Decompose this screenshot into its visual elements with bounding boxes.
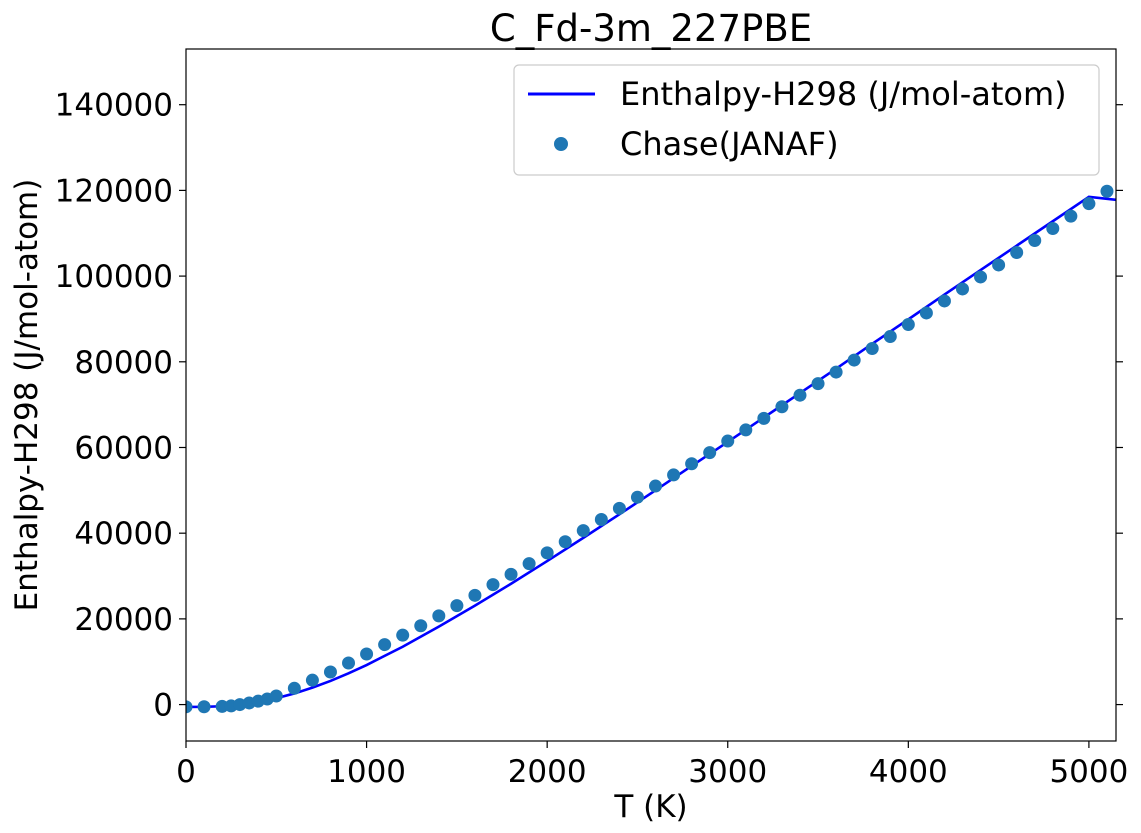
y-tick-label: 40000 — [74, 516, 173, 552]
data-point-chase — [685, 457, 699, 471]
data-point-chase — [414, 619, 428, 633]
data-point-chase — [432, 609, 446, 623]
y-tick-label: 0 — [153, 688, 173, 724]
legend: Enthalpy-H298 (J/mol-atom) Chase(JANAF) — [513, 64, 1100, 176]
legend-marker-swatch — [554, 137, 568, 151]
data-point-chase — [342, 656, 356, 670]
x-tick-label: 5000 — [1049, 754, 1128, 790]
data-point-chase — [1100, 184, 1114, 198]
data-point-chase — [396, 628, 410, 642]
data-point-chase — [450, 599, 464, 613]
y-tick-label: 140000 — [55, 88, 173, 124]
data-point-chase — [594, 512, 608, 526]
data-point-chase — [793, 388, 807, 402]
data-point-chase — [1010, 246, 1024, 260]
data-point-chase — [197, 700, 211, 714]
data-point-chase — [703, 446, 717, 460]
y-tick-label: 60000 — [74, 430, 173, 466]
data-point-chase — [649, 479, 663, 493]
y-tick-label: 100000 — [55, 259, 173, 295]
data-point-chase — [757, 411, 771, 425]
data-point-chase — [956, 282, 969, 296]
data-point-chase — [186, 700, 193, 714]
x-tick-label: 3000 — [688, 754, 767, 790]
series-layer — [186, 184, 1116, 714]
data-point-chase — [1064, 209, 1078, 223]
data-point-chase — [865, 342, 879, 356]
data-point-chase — [305, 673, 319, 687]
data-point-chase — [468, 588, 482, 602]
x-tick-label: 4000 — [869, 754, 948, 790]
x-tick-label: 0 — [176, 754, 196, 790]
x-tick-label: 1000 — [327, 754, 406, 790]
data-point-chase — [937, 294, 951, 308]
x-axis-label: T (K) — [613, 789, 687, 825]
y-axis-ticks: 0 20000 40000 60000 80000 100000 120000 140000 — [55, 88, 1123, 724]
data-point-chase — [974, 270, 988, 284]
legend-box — [513, 64, 1100, 176]
y-tick-label: 120000 — [55, 173, 173, 209]
legend-label-chase: Chase(JANAF) — [620, 125, 839, 163]
data-point-chase — [667, 468, 681, 482]
data-point-chase — [883, 330, 897, 344]
data-point-chase — [323, 665, 337, 679]
data-point-chase — [847, 353, 861, 367]
data-point-chase — [919, 306, 933, 320]
y-tick-label: 20000 — [74, 602, 173, 638]
data-point-chase — [269, 689, 283, 703]
data-point-chase — [992, 258, 1006, 272]
plot-frame — [185, 48, 1117, 742]
data-point-chase — [1028, 234, 1042, 248]
data-point-chase — [360, 647, 374, 661]
y-axis-label: Enthalpy-H298 (J/mol-atom) — [9, 179, 45, 612]
y-tick-label: 80000 — [74, 345, 173, 381]
data-point-chase — [612, 501, 626, 515]
data-point-chase — [1046, 222, 1060, 236]
data-point-chase — [1082, 197, 1096, 211]
data-point-chase — [504, 567, 518, 581]
data-point-chase — [486, 578, 500, 592]
data-point-chase — [576, 524, 590, 538]
data-point-chase — [901, 318, 915, 332]
data-point-chase — [811, 377, 825, 391]
x-axis-ticks: 0 1000 2000 3000 4000 5000 — [176, 741, 1128, 790]
data-point-chase — [739, 423, 753, 437]
data-point-chase — [630, 490, 644, 504]
data-point-chase — [540, 546, 554, 560]
chart-title: C_Fd-3m_227PBE — [490, 7, 812, 50]
data-point-chase — [378, 638, 392, 652]
x-tick-label: 2000 — [508, 754, 587, 790]
data-point-chase — [775, 400, 789, 414]
legend-label-enthalpy: Enthalpy-H298 (J/mol-atom) — [620, 75, 1067, 113]
data-point-chase — [721, 434, 735, 448]
data-point-chase — [287, 681, 301, 695]
data-point-chase — [522, 557, 536, 571]
data-point-chase — [558, 535, 572, 549]
data-point-chase — [829, 365, 843, 379]
